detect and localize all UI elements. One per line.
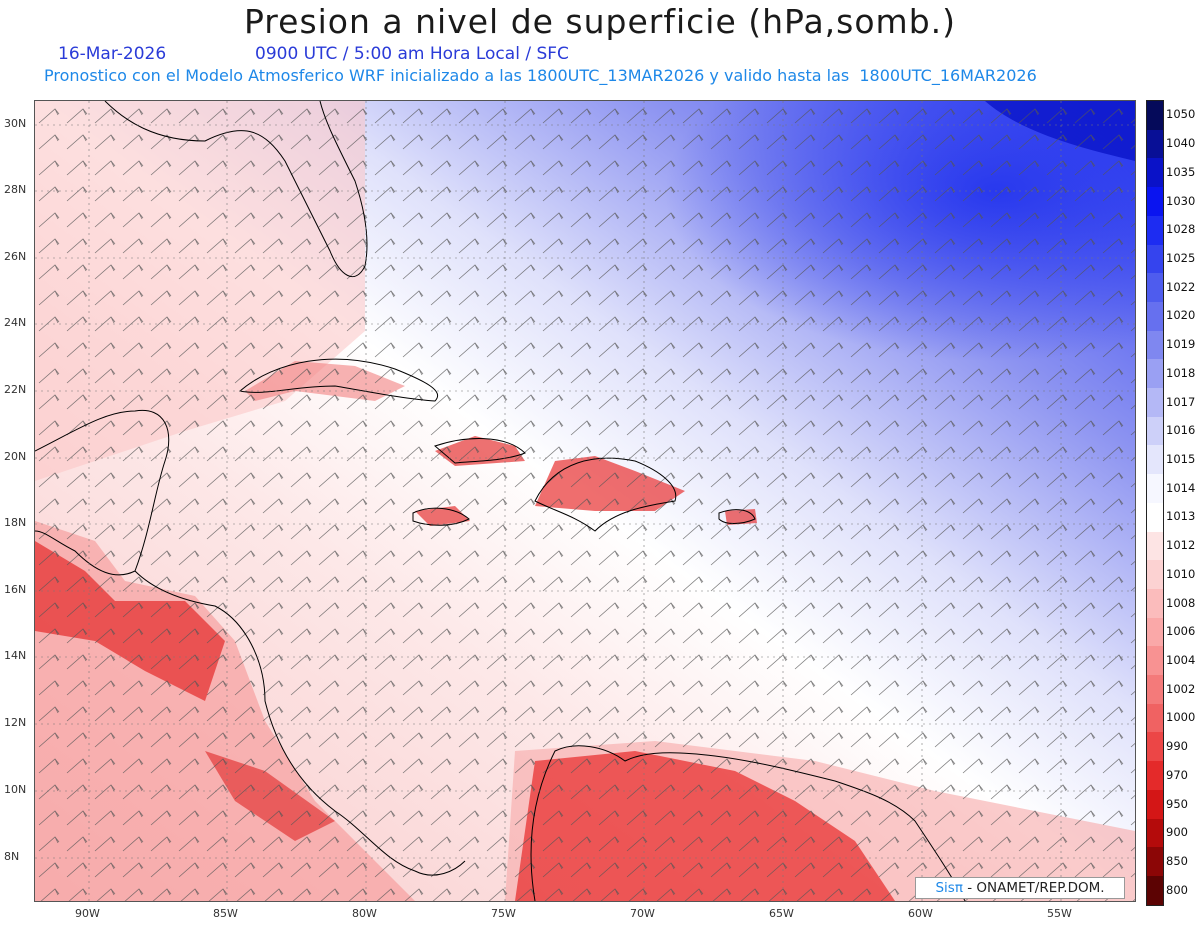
- colorbar-level-label: 1040: [1166, 136, 1196, 151]
- colorbar-level-label: 1028: [1166, 222, 1196, 237]
- lat-label: 16N: [4, 583, 27, 596]
- colorbar-swatch: [1147, 588, 1163, 618]
- colorbar-level-label: 1020: [1166, 308, 1196, 323]
- forecast-date: 16-Mar-2026: [58, 44, 167, 64]
- valid-time: 0900 UTC / 5:00 am Hora Local / SFC: [255, 44, 569, 64]
- onamet-logo: Sisπ - ONAMET/REP.DOM.: [915, 877, 1125, 899]
- colorbar-level-label: 1035: [1166, 164, 1196, 179]
- colorbar-swatch: [1147, 761, 1163, 790]
- coastlines: [35, 101, 966, 901]
- lon-label: 80W: [352, 907, 377, 920]
- lat-label: 26N: [4, 250, 27, 263]
- pi-icon: π: [954, 880, 963, 896]
- colorbar-level-label: 1014: [1166, 480, 1196, 495]
- colorbar-swatch: [1147, 445, 1163, 475]
- colorbar-swatch: [1147, 101, 1163, 130]
- chart-title: Presion a nivel de superficie (hPa,somb.…: [243, 2, 957, 41]
- lat-label: 28N: [4, 183, 27, 196]
- colorbar-level-label: 1050: [1166, 107, 1196, 122]
- lon-label: 55W: [1047, 907, 1072, 920]
- lat-label: 24N: [4, 316, 27, 329]
- colorbar-level-label: 1004: [1166, 652, 1196, 667]
- lon-label: 65W: [769, 907, 794, 920]
- colorbar-swatch: [1147, 789, 1163, 819]
- logo-org: - ONAMET/REP.DOM.: [962, 880, 1105, 896]
- colorbar-level-label: 1016: [1166, 423, 1196, 438]
- lon-label: 90W: [75, 907, 100, 920]
- lat-label: 12N: [4, 716, 27, 729]
- colorbar-swatch: [1147, 703, 1163, 733]
- colorbar: [1146, 100, 1164, 906]
- logo-brand: Sis: [935, 880, 955, 896]
- lat-label: 10N: [4, 783, 27, 796]
- colorbar-swatch: [1147, 244, 1163, 274]
- model-info: Pronostico con el Modelo Atmosferico WRF…: [44, 66, 1037, 85]
- lat-label: 8N: [4, 850, 20, 863]
- colorbar-level-label: 970: [1166, 767, 1188, 782]
- lat-label: 18N: [4, 516, 27, 529]
- lat-label: 20N: [4, 450, 27, 463]
- colorbar-swatch: [1147, 675, 1163, 704]
- colorbar-swatch: [1147, 215, 1163, 245]
- colorbar-level-label: 1006: [1166, 624, 1196, 639]
- colorbar-level-label: 1017: [1166, 394, 1196, 409]
- colorbar-swatch: [1147, 129, 1163, 159]
- colorbar-swatch: [1147, 818, 1163, 848]
- colorbar-swatch: [1147, 617, 1163, 647]
- colorbar-level-label: 1018: [1166, 365, 1196, 380]
- colorbar-level-label: 1010: [1166, 566, 1196, 581]
- colorbar-level-label: 1015: [1166, 451, 1196, 466]
- lat-label: 22N: [4, 383, 27, 396]
- colorbar-swatch: [1147, 158, 1163, 188]
- colorbar-level-label: 1019: [1166, 337, 1196, 352]
- colorbar-swatch: [1147, 273, 1163, 302]
- colorbar-swatch: [1147, 531, 1163, 561]
- colorbar-swatch: [1147, 330, 1163, 360]
- colorbar-level-label: 1012: [1166, 538, 1196, 553]
- colorbar-level-label: 1025: [1166, 250, 1196, 265]
- colorbar-swatch: [1147, 560, 1163, 589]
- colorbar-swatch: [1147, 416, 1163, 446]
- colorbar-swatch: [1147, 875, 1163, 905]
- colorbar-swatch: [1147, 847, 1163, 876]
- colorbar-level-label: 990: [1166, 739, 1188, 754]
- colorbar-swatch: [1147, 502, 1163, 532]
- colorbar-swatch: [1147, 301, 1163, 331]
- colorbar-level-label: 850: [1166, 853, 1188, 868]
- lon-label: 75W: [491, 907, 516, 920]
- colorbar-level-label: 1002: [1166, 681, 1196, 696]
- lon-label: 70W: [630, 907, 655, 920]
- colorbar-swatch: [1147, 388, 1163, 417]
- colorbar-swatch: [1147, 187, 1163, 216]
- lon-label: 60W: [908, 907, 933, 920]
- colorbar-level-label: 1013: [1166, 509, 1196, 524]
- colorbar-swatch: [1147, 359, 1163, 389]
- colorbar-swatch: [1147, 646, 1163, 676]
- colorbar-level-label: 1000: [1166, 710, 1196, 725]
- lat-label: 30N: [4, 117, 27, 130]
- pressure-map: [34, 100, 1136, 902]
- colorbar-level-label: 800: [1166, 882, 1188, 897]
- lon-label: 85W: [213, 907, 238, 920]
- colorbar-swatch: [1147, 732, 1163, 762]
- colorbar-level-label: 1022: [1166, 279, 1196, 294]
- colorbar-swatch: [1147, 474, 1163, 503]
- graticule: [35, 101, 1135, 901]
- map-canvas: [35, 101, 1135, 901]
- colorbar-level-label: 950: [1166, 796, 1188, 811]
- colorbar-level-label: 900: [1166, 825, 1188, 840]
- lat-label: 14N: [4, 649, 27, 662]
- colorbar-level-label: 1030: [1166, 193, 1196, 208]
- wind-barbs: [35, 101, 1135, 901]
- colorbar-level-label: 1008: [1166, 595, 1196, 610]
